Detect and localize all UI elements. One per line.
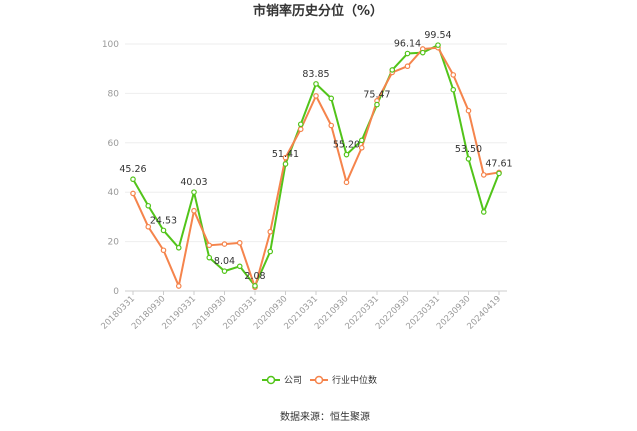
chart-title: 市销率历史分位（%） xyxy=(253,3,383,19)
data-point[interactable] xyxy=(206,242,213,249)
data-point[interactable] xyxy=(343,151,350,158)
data-point[interactable] xyxy=(282,161,289,167)
data-point[interactable] xyxy=(221,268,228,274)
data-label: 53.50 xyxy=(455,144,482,155)
data-label: 55.20 xyxy=(333,140,360,151)
data-point[interactable] xyxy=(130,176,136,183)
data-point[interactable] xyxy=(435,42,441,48)
data-point[interactable] xyxy=(175,244,182,251)
legend-item[interactable]: 行业中位数 xyxy=(310,374,377,386)
data-point[interactable] xyxy=(465,156,472,162)
data-point[interactable] xyxy=(313,81,319,87)
data-label: 96.14 xyxy=(394,39,421,50)
source-note: 数据来源：恒生聚源 xyxy=(280,410,370,423)
data-point[interactable] xyxy=(358,144,365,151)
data-point[interactable] xyxy=(343,179,350,186)
data-labels: 45.26 24.53 40.03 8.04 2.08 51.41 83.85 55.20 75… xyxy=(119,30,512,282)
data-point[interactable] xyxy=(145,202,152,209)
data-point[interactable] xyxy=(480,172,487,178)
data-point[interactable] xyxy=(160,227,167,234)
data-label: 99.54 xyxy=(424,30,451,41)
data-label: 8.04 xyxy=(214,256,235,267)
data-point[interactable] xyxy=(374,101,380,108)
data-label: 47.61 xyxy=(485,158,512,169)
data-point[interactable] xyxy=(160,247,167,254)
data-point[interactable] xyxy=(404,50,411,57)
data-point[interactable] xyxy=(328,122,335,129)
data-point[interactable] xyxy=(480,209,487,215)
data-label: 45.26 xyxy=(119,164,146,175)
data-point[interactable] xyxy=(236,263,243,270)
data-point[interactable] xyxy=(175,283,182,289)
data-point[interactable] xyxy=(267,248,274,255)
data-label: 51.41 xyxy=(272,149,299,160)
y-tick-label: 20 xyxy=(108,238,120,248)
data-point[interactable] xyxy=(419,49,426,56)
data-point[interactable] xyxy=(206,254,213,261)
data-point[interactable] xyxy=(328,95,335,102)
data-point[interactable] xyxy=(450,72,457,78)
data-point[interactable] xyxy=(130,190,136,197)
data-point[interactable] xyxy=(191,189,197,195)
data-point[interactable] xyxy=(145,223,152,230)
y-tick-label: 100 xyxy=(102,40,119,50)
data-label: 83.85 xyxy=(302,69,329,80)
data-point[interactable] xyxy=(404,63,411,70)
data-point[interactable] xyxy=(221,241,228,247)
data-point[interactable] xyxy=(191,207,197,214)
series-points xyxy=(130,42,502,291)
legend-label: 行业中位数 xyxy=(332,374,377,386)
data-point[interactable] xyxy=(236,240,243,246)
legend-item[interactable]: 公司 xyxy=(262,375,302,386)
data-label: 24.53 xyxy=(150,215,177,226)
data-point[interactable] xyxy=(267,228,274,235)
data-point[interactable] xyxy=(297,126,304,133)
y-axis: 0 20 40 60 80 100 xyxy=(102,40,119,297)
data-label: 40.03 xyxy=(180,177,207,188)
data-point[interactable] xyxy=(358,137,365,144)
data-point[interactable] xyxy=(313,93,319,99)
y-tick-label: 80 xyxy=(108,89,120,99)
data-label: 2.08 xyxy=(244,271,265,282)
data-point[interactable] xyxy=(282,154,289,161)
data-label: 75.47 xyxy=(363,90,390,101)
data-point[interactable] xyxy=(450,86,457,93)
legend-label: 公司 xyxy=(284,375,302,386)
data-point[interactable] xyxy=(297,121,304,128)
data-point[interactable] xyxy=(389,67,396,73)
y-tick-label: 40 xyxy=(108,188,120,198)
data-point[interactable] xyxy=(465,107,472,114)
legend[interactable]: 公司 行业中位数 xyxy=(262,374,377,386)
legend-swatch-marker xyxy=(266,375,276,385)
legend-swatch-marker xyxy=(314,375,324,385)
x-axis: 2018033120180930201903312019093020200331… xyxy=(99,290,507,332)
y-tick-label: 60 xyxy=(108,139,120,149)
data-point[interactable] xyxy=(252,283,258,289)
y-tick-label: 0 xyxy=(113,287,119,297)
data-point[interactable] xyxy=(496,170,502,177)
